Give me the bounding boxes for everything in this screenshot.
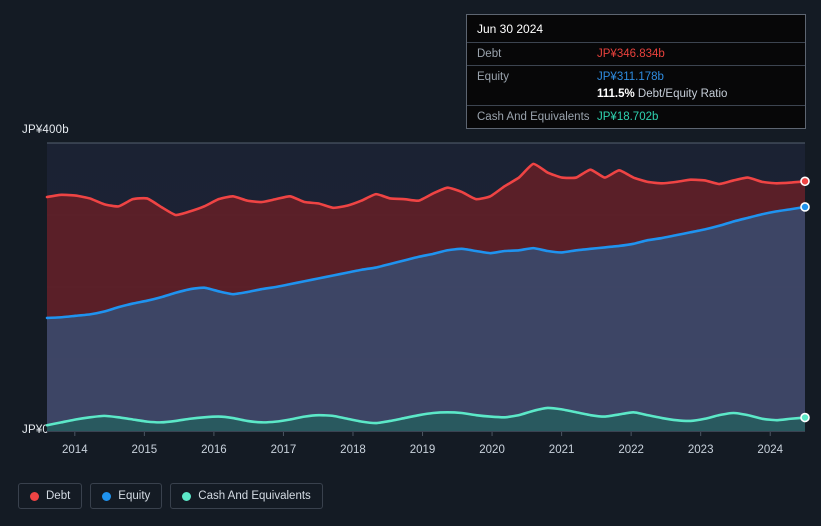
series-line-equity bbox=[45, 205, 807, 320]
series-area-cash-and-equivalents bbox=[47, 407, 805, 431]
x-axis-tick-2024: 2024 bbox=[757, 444, 784, 456]
legend-dot-icon bbox=[30, 491, 39, 501]
x-axis-tick-2023: 2023 bbox=[687, 444, 714, 456]
tooltip-key-equity: Equity bbox=[477, 71, 509, 83]
tooltip-value-debt: JP¥346.834b bbox=[597, 48, 665, 60]
plot-area bbox=[0, 142, 810, 436]
series-line-cash-and-equivalents bbox=[45, 406, 807, 427]
tooltip-ratio: 111.5% Debt/Equity Ratio bbox=[597, 88, 727, 100]
legend-dot-icon bbox=[182, 491, 192, 501]
tooltip-date: Jun 30 2024 bbox=[477, 22, 544, 36]
x-axis-tick-2015: 2015 bbox=[131, 444, 158, 456]
y-axis-zero-label: JP¥0 bbox=[22, 424, 50, 436]
x-axis-tick-2020: 2020 bbox=[479, 444, 505, 456]
y-axis-top-label: JP¥400b bbox=[22, 124, 69, 136]
x-axis-line bbox=[47, 431, 805, 432]
x-axis-tick-2014: 2014 bbox=[62, 444, 88, 456]
chart-legend: Debt Equity Cash And Equivalents bbox=[18, 483, 323, 509]
tooltip-value-equity: JP¥311.178b bbox=[597, 71, 664, 83]
endpoint-marker bbox=[800, 202, 810, 212]
tooltip-row-ratio: 111.5% Debt/Equity Ratio bbox=[467, 88, 805, 105]
tooltip-row-cash: Cash And Equivalents JP¥18.702b bbox=[467, 105, 805, 128]
chart-canvas bbox=[45, 142, 810, 436]
tooltip-value-cash: JP¥18.702b bbox=[597, 111, 659, 123]
tooltip-key-debt: Debt bbox=[477, 48, 502, 60]
x-axis: 2014 2015 2016 2017 2018 2019 2020 2021 2022 2023… bbox=[0, 444, 821, 466]
legend-item-label: Cash And Equivalents bbox=[198, 490, 311, 502]
legend-item-label: Debt bbox=[46, 490, 71, 502]
legend-dot-icon bbox=[102, 491, 112, 501]
tooltip-ratio-label: Debt/Equity Ratio bbox=[634, 88, 728, 100]
tooltip-row-debt: Debt JP¥346.834b bbox=[467, 42, 805, 65]
legend-item-label: Equity bbox=[118, 490, 151, 502]
x-axis-tick-2018: 2018 bbox=[340, 444, 366, 456]
endpoint-marker bbox=[800, 412, 810, 423]
legend-item-debt[interactable]: Debt bbox=[18, 483, 83, 509]
chart-tooltip: Jun 30 2024 Debt JP¥346.834b Equity JP¥3… bbox=[466, 14, 806, 129]
x-axis-tick-2016: 2016 bbox=[201, 444, 227, 456]
x-axis-tick-2019: 2019 bbox=[409, 444, 436, 456]
x-axis-tick-2017: 2017 bbox=[270, 444, 297, 456]
series-area-equity bbox=[47, 206, 805, 431]
series-line-debt bbox=[45, 162, 807, 217]
legend-item-equity[interactable]: Equity bbox=[90, 483, 163, 509]
endpoint-marker bbox=[800, 176, 810, 187]
legend-item-cash-and-equivalents[interactable]: Cash And Equivalents bbox=[170, 483, 323, 509]
tooltip-row-equity: Equity JP¥311.178b bbox=[467, 65, 805, 88]
x-axis-tick-2021: 2021 bbox=[548, 444, 575, 456]
tooltip-key-cash: Cash And Equivalents bbox=[477, 111, 590, 123]
x-axis-tick-2022: 2022 bbox=[618, 444, 644, 456]
tooltip-ratio-value: 111.5% bbox=[597, 88, 635, 100]
